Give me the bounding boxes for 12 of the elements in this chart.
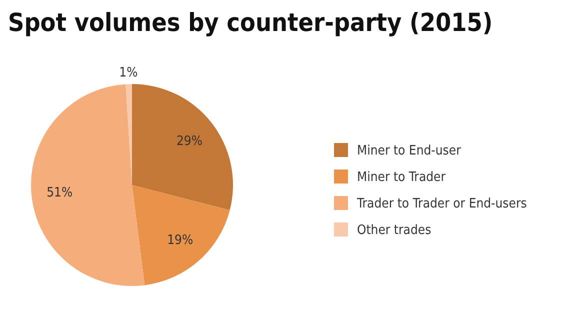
legend-label: Miner to Trader xyxy=(357,170,446,186)
legend-label: Trader to Trader or End-users xyxy=(356,196,527,212)
data-label: 29% xyxy=(176,134,202,149)
chart-title: Spot volumes by counter-party (2015) xyxy=(8,8,493,37)
pie-slice xyxy=(132,84,233,210)
legend-label: Other trades xyxy=(357,223,432,238)
data-label: 19% xyxy=(167,233,194,248)
legend-label: Miner to End-user xyxy=(357,144,462,159)
data-label: 1% xyxy=(119,66,138,81)
data-label: 51% xyxy=(46,185,73,200)
pie-slice xyxy=(132,185,230,286)
pie-slice xyxy=(31,84,145,286)
